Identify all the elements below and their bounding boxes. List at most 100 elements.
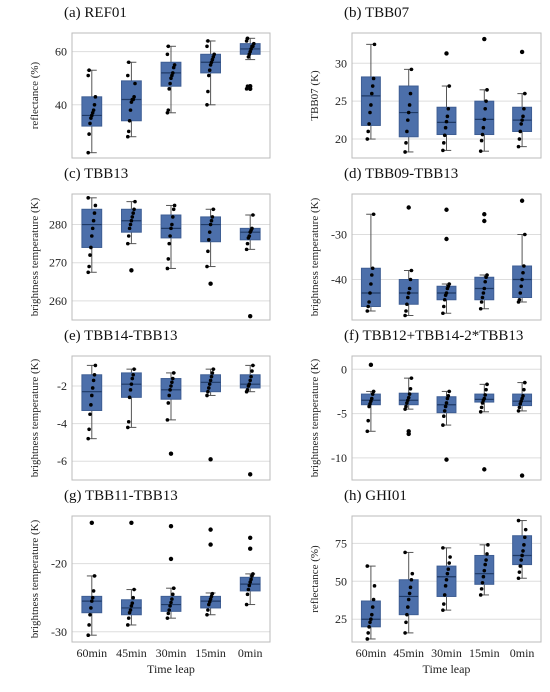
data-point [130, 215, 135, 219]
y-tick-label: -30 [331, 228, 347, 242]
panel-title: (b) TBB07 [344, 5, 410, 21]
data-point [485, 382, 489, 387]
data-point [478, 306, 483, 311]
data-point [251, 213, 255, 217]
data-point [128, 108, 133, 112]
data-point [365, 564, 370, 568]
y-tick-label: 270 [49, 256, 67, 270]
data-point [365, 429, 370, 434]
data-point [482, 396, 487, 401]
data-point [167, 608, 171, 612]
plot-frame [351, 355, 542, 481]
data-point [88, 253, 92, 257]
data-point [133, 81, 137, 86]
panel-e: (e) TBB14-TBB13 -6 -4 -2 brightness temperat… [29, 328, 271, 481]
y-tick-label: 0 [341, 362, 347, 376]
data-point [132, 587, 136, 592]
y-axis-label: reflectance (%) [29, 61, 41, 129]
data-point [206, 249, 210, 254]
y-tick-label: 30 [335, 56, 347, 70]
outlier-point [482, 218, 487, 224]
data-point [406, 295, 410, 300]
data-point [133, 199, 137, 204]
x-axis-title: Time leap [147, 662, 195, 676]
data-point [480, 295, 485, 300]
data-point [444, 119, 449, 124]
data-point [209, 218, 214, 223]
data-point [518, 129, 523, 134]
data-point [90, 595, 95, 600]
data-point [207, 68, 212, 73]
data-point [209, 594, 214, 599]
y-tick-label: 25 [335, 612, 347, 626]
data-point [129, 218, 134, 223]
panel-title: (h) GHI01 [344, 488, 407, 504]
data-point [207, 386, 211, 390]
data-point [407, 286, 412, 291]
data-point [481, 574, 486, 579]
y-axis-label: brightness temperature (K) [29, 519, 41, 638]
outlier-point [208, 542, 213, 547]
data-point [92, 372, 97, 377]
data-point [517, 570, 522, 574]
data-point [367, 300, 371, 304]
data-point [245, 241, 250, 246]
y-tick-label: -4 [57, 417, 67, 431]
y-axis-label: brightness temperature (K) [29, 358, 41, 477]
data-point [483, 562, 488, 567]
outlier-point [168, 524, 174, 529]
data-point [91, 218, 96, 223]
plot-frame [351, 32, 542, 159]
outlier-point [519, 473, 525, 478]
box [81, 374, 103, 411]
data-point [442, 133, 447, 138]
outlier-point [168, 451, 174, 456]
data-point [244, 602, 249, 607]
data-point [518, 291, 523, 295]
plot-frame [71, 193, 271, 321]
data-point [519, 284, 523, 289]
data-point [368, 110, 372, 115]
data-point [442, 602, 446, 606]
outlier-point [208, 527, 213, 532]
data-point [404, 404, 408, 409]
data-point [521, 270, 525, 275]
y-tick-label: -5 [337, 407, 347, 421]
outlier-point [406, 205, 411, 210]
data-point [367, 122, 371, 126]
data-point [247, 583, 252, 588]
outlier-point [129, 268, 134, 273]
data-point [447, 561, 452, 565]
data-point [484, 99, 488, 103]
data-point [205, 264, 209, 269]
data-point [370, 273, 374, 277]
box [398, 579, 419, 616]
y-tick-label: -10 [331, 451, 347, 465]
data-point [126, 425, 130, 430]
data-point [408, 91, 413, 96]
x-tick-label: 60min [356, 646, 387, 660]
outlier-point [482, 212, 487, 217]
data-point [207, 602, 211, 607]
x-tick-label: 60min [76, 646, 107, 660]
outlier-point [444, 207, 449, 212]
data-point [410, 571, 415, 576]
x-axis-title: Time leap [423, 662, 471, 676]
panel-title: (d) TBB09-TBB13 [344, 166, 458, 182]
data-point [166, 401, 171, 405]
data-point [479, 138, 484, 143]
data-point [86, 150, 90, 155]
data-point [205, 393, 209, 398]
data-point [211, 207, 216, 212]
data-point [126, 234, 131, 238]
data-point [167, 241, 171, 246]
data-point [478, 593, 483, 597]
data-point [91, 378, 96, 383]
data-point [446, 567, 451, 571]
data-point [248, 580, 252, 584]
outlier-point [368, 362, 374, 368]
data-point [208, 597, 213, 601]
data-point [208, 378, 213, 383]
data-point [370, 612, 374, 617]
panel-title: (e) TBB14-TBB13 [64, 328, 177, 344]
